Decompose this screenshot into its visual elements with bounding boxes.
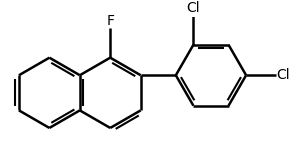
Text: Cl: Cl	[276, 68, 290, 82]
Text: F: F	[106, 14, 114, 28]
Text: Cl: Cl	[187, 1, 200, 15]
